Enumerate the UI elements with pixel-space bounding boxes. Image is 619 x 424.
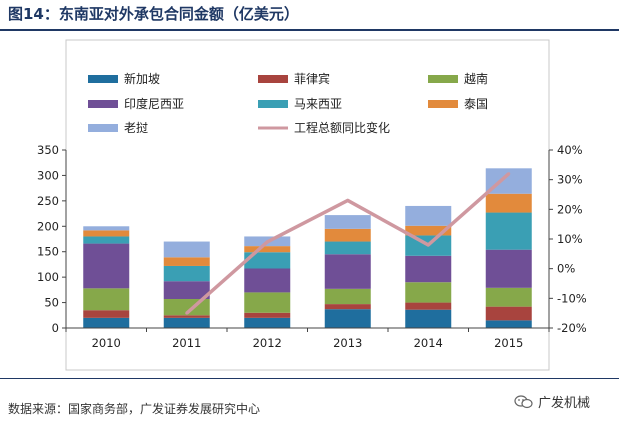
bar-segment <box>163 315 210 318</box>
bar-segment <box>244 312 291 318</box>
x-tick-label: 2013 <box>333 336 362 350</box>
right-tick-label: 20% <box>557 202 583 216</box>
left-tick-label: 250 <box>37 194 59 208</box>
bar-segment <box>405 309 452 328</box>
right-tick-label: 0% <box>557 262 575 276</box>
bar-segment <box>244 292 291 313</box>
legend-swatch <box>88 75 118 83</box>
title-divider <box>0 29 619 31</box>
bar-segment <box>83 310 130 318</box>
bar-segment <box>405 255 452 283</box>
source-note: 数据来源：国家商务部，广发证券发展研究中心 <box>8 402 261 416</box>
left-tick-label: 150 <box>37 245 59 259</box>
chart-axes: 0 50 100 150 200 250 300 350 -20% -10% 0% 10% 20% 30%… <box>37 143 587 350</box>
bar-stack-group <box>83 168 532 328</box>
x-tick-label: 2015 <box>494 336 523 350</box>
bar-segment <box>324 228 371 242</box>
bar-segment <box>244 268 291 293</box>
legend-swatch <box>88 100 118 108</box>
bar-segment <box>405 282 452 303</box>
bar-segment <box>485 320 532 328</box>
legend-swatch <box>258 100 288 108</box>
yoy-point <box>265 240 269 244</box>
bar-segment <box>324 241 371 255</box>
legend-label: 工程总额同比变化 <box>294 120 390 135</box>
yoy-point <box>426 243 430 247</box>
figure-title: 图14：东南亚对外承包合同金额（亿美元） <box>8 5 299 23</box>
yoy-point <box>507 172 511 176</box>
legend-label: 马来西亚 <box>294 97 342 111</box>
bar-segment <box>163 257 210 266</box>
bar-segment <box>83 288 130 311</box>
left-tick-label: 100 <box>37 270 59 284</box>
legend-label: 越南 <box>464 71 488 86</box>
bar-segment <box>163 241 210 258</box>
legend-swatch <box>428 100 458 108</box>
bar-segment <box>163 317 210 328</box>
bar-segment <box>83 230 130 237</box>
x-tick-label: 2011 <box>172 336 201 350</box>
yoy-line-layer <box>185 172 511 315</box>
yoy-point <box>185 311 189 315</box>
legend-swatch <box>88 124 118 132</box>
legend-label: 老挝 <box>124 121 148 135</box>
bar-segment <box>405 205 452 226</box>
bar-segment <box>405 302 452 310</box>
bar-segment <box>324 288 371 305</box>
bar-segment <box>324 304 371 310</box>
chart-frame <box>65 39 550 371</box>
left-tick-label: 300 <box>37 168 59 182</box>
watermark-label: 广发机械 <box>538 396 591 411</box>
left-tick-label: 350 <box>37 143 59 157</box>
right-tick-label: -20% <box>557 321 587 335</box>
legend-label: 泰国 <box>464 97 488 111</box>
wechat-watermark: 广发机械 <box>514 392 590 411</box>
right-tick-label: -10% <box>557 291 587 305</box>
bar-segment <box>83 317 130 328</box>
left-tick-label: 50 <box>44 296 59 310</box>
left-tick-label: 0 <box>52 321 59 335</box>
bar-segment <box>485 193 532 213</box>
bar-segment <box>83 243 130 289</box>
bar-segment <box>83 236 130 244</box>
bar-segment <box>485 287 532 307</box>
x-tick-label: 2012 <box>253 336 282 350</box>
wechat-icon <box>514 394 533 408</box>
x-tick-label: 2010 <box>92 336 121 350</box>
legend-label: 印度尼西亚 <box>124 96 184 111</box>
bar-segment <box>163 281 210 300</box>
legend-swatch <box>258 75 288 83</box>
bar-segment <box>405 225 452 236</box>
legend-swatch <box>428 75 458 83</box>
bar-segment <box>324 215 371 229</box>
bar-segment <box>324 254 371 289</box>
bar-segment <box>324 309 371 328</box>
right-tick-label: 40% <box>557 143 583 157</box>
bar-segment <box>485 249 532 288</box>
bar-segment <box>244 252 291 269</box>
right-tick-label: 10% <box>557 232 583 246</box>
bar-segment <box>485 306 532 321</box>
legend-label: 新加坡 <box>124 71 160 86</box>
bar-segment <box>244 317 291 328</box>
left-tick-label: 200 <box>37 219 59 233</box>
right-tick-label: 30% <box>557 173 583 187</box>
bar-segment <box>485 212 532 250</box>
legend-label: 菲律宾 <box>294 71 330 86</box>
x-tick-label: 2014 <box>414 336 443 350</box>
bar-segment <box>244 246 291 253</box>
yoy-point <box>346 198 350 202</box>
bar-segment <box>83 226 130 231</box>
bar-segment <box>163 265 210 282</box>
source-divider <box>0 378 619 379</box>
